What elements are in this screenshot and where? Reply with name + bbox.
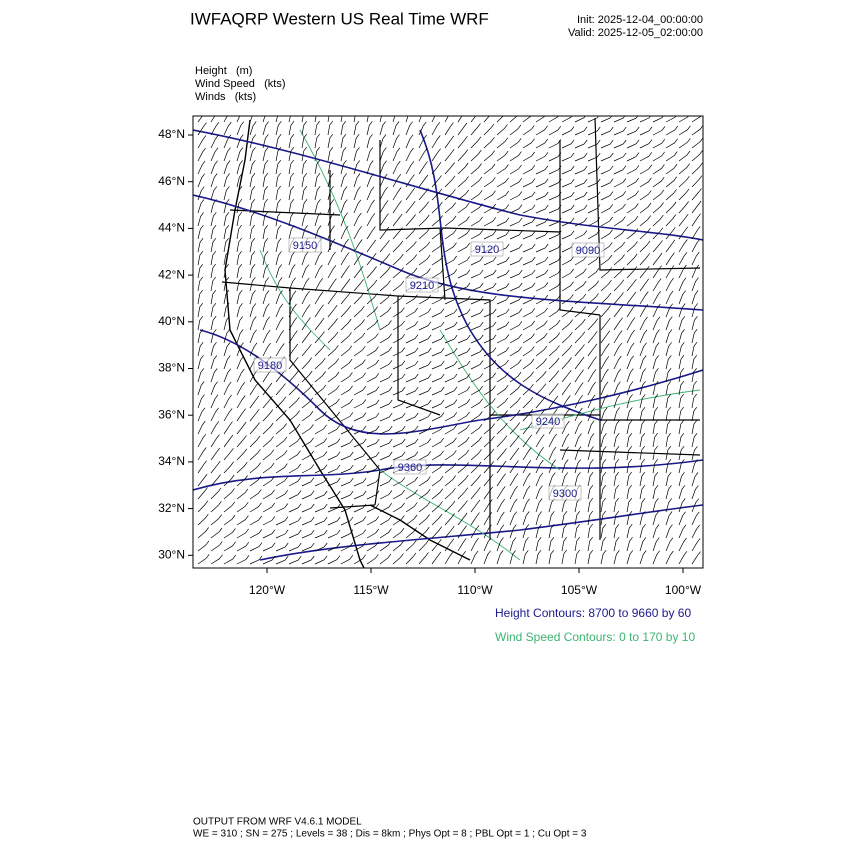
- lat-tick-label: 48°N: [158, 127, 185, 141]
- footer-line: OUTPUT FROM WRF V4.6.1 MODEL: [193, 817, 362, 828]
- contour-label-box: [253, 357, 287, 373]
- lat-tick-label: 34°N: [158, 454, 185, 468]
- contour-label: 9180: [258, 360, 282, 372]
- field-label: Winds (kts): [195, 91, 256, 103]
- lat-tick-label: 40°N: [158, 314, 185, 328]
- footer-line: WE = 310 ; SN = 275 ; Levels = 38 ; Dis …: [193, 829, 587, 840]
- contour-label: 9210: [410, 280, 434, 292]
- field-label: Wind Speed (kts): [195, 78, 285, 90]
- lat-tick-label: 46°N: [158, 174, 185, 188]
- contour-label: 9120: [475, 244, 499, 256]
- wind-speed-contours: [259, 129, 701, 561]
- contour-label-box: [571, 242, 605, 258]
- title: IWFAQRP Western US Real Time WRF: [190, 9, 489, 28]
- contour-label: 9090: [576, 245, 600, 257]
- lat-tick-label: 44°N: [158, 221, 185, 235]
- contour-label-box: [531, 413, 565, 429]
- contour-label: 9360: [398, 462, 422, 474]
- lon-tick-label: 100°W: [665, 583, 702, 597]
- lat-tick-label: 32°N: [158, 501, 185, 515]
- lon-tick-label: 105°W: [561, 583, 598, 597]
- lat-tick-label: 38°N: [158, 361, 185, 375]
- contour-label-box: [288, 237, 322, 253]
- wind-barbs: [197, 116, 703, 565]
- lat-tick-label: 30°N: [158, 547, 185, 561]
- init-time: Init: 2025-12-04_00:00:00: [577, 14, 703, 26]
- lon-tick-label: 110°W: [457, 583, 493, 597]
- map-frame: [192, 115, 704, 569]
- valid-time: Valid: 2025-12-05_02:00:00: [568, 27, 703, 39]
- contour-label: 9150: [293, 240, 317, 252]
- contour-label-box: [393, 459, 427, 475]
- legend-height: Height Contours: 8700 to 9660 by 60: [495, 606, 691, 620]
- contour-label-box: [470, 241, 504, 257]
- lat-tick-label: 36°N: [158, 407, 185, 421]
- contour-label-box: [548, 485, 582, 501]
- lon-tick-label: 120°W: [249, 583, 286, 597]
- lat-tick-label: 42°N: [158, 267, 185, 281]
- contour-label: 9300: [553, 488, 577, 500]
- contour-label: 9240: [536, 416, 560, 428]
- contour-label-box: [405, 277, 439, 293]
- field-label: Height (m): [195, 65, 252, 77]
- lon-tick-label: 115°W: [353, 583, 389, 597]
- legend-wind: Wind Speed Contours: 0 to 170 by 10: [495, 630, 695, 644]
- map: 9150 9120 9090 9210 9180 9240 9360 9300 48°N 46°…: [158, 115, 704, 597]
- map-content: 9150 9120 9090 9210 9180 9240 9360 9300: [193, 116, 703, 568]
